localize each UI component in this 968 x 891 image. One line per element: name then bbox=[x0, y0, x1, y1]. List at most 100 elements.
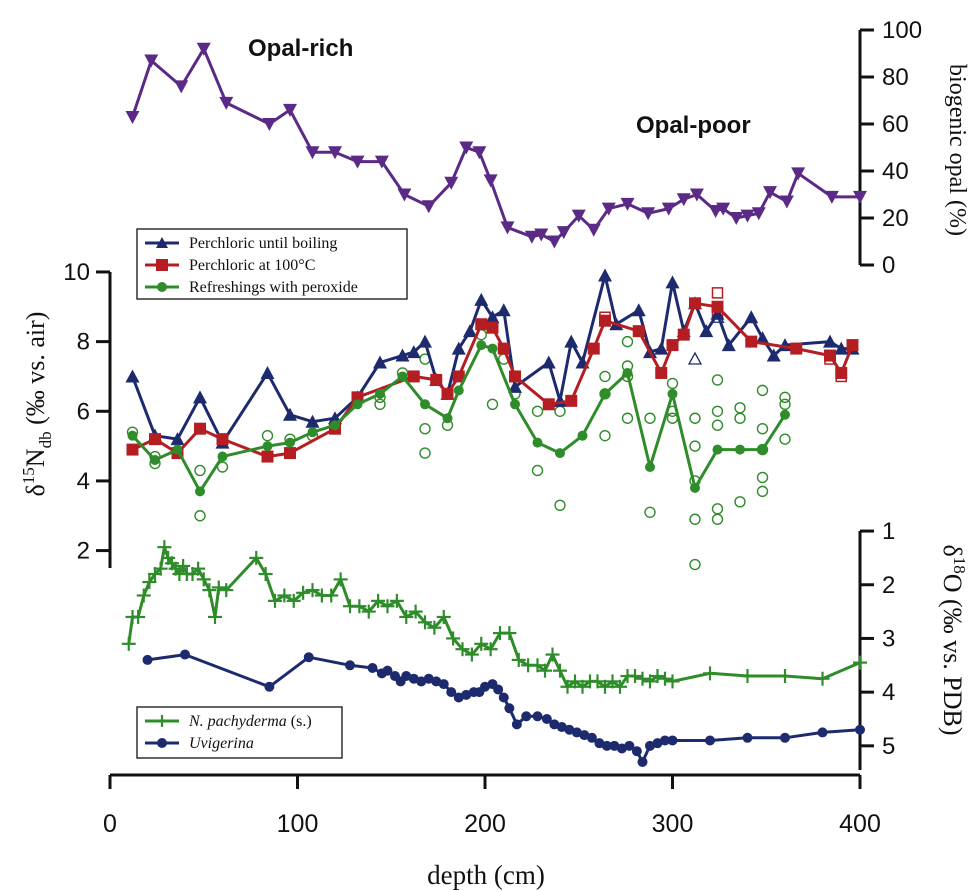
opal-axis-label: biogenic opal (%) bbox=[944, 64, 968, 236]
nitrogen-point bbox=[823, 334, 837, 348]
nitrogen-point bbox=[172, 444, 183, 455]
opal-y-tick-label: 40 bbox=[882, 158, 909, 185]
oxygen-point bbox=[427, 620, 442, 635]
oxygen-point bbox=[568, 674, 582, 689]
nitrogen-replicate-point bbox=[779, 433, 791, 445]
nitrogen-point bbox=[541, 355, 556, 369]
oxygen-point bbox=[480, 681, 490, 692]
oxygen-point bbox=[609, 740, 620, 751]
nitrogen-point bbox=[486, 321, 499, 334]
nitrogen-replicate-point bbox=[711, 513, 724, 525]
nitrogen-replicate-point bbox=[756, 384, 769, 397]
nitrogen-point bbox=[194, 422, 206, 435]
opal-point bbox=[328, 146, 342, 160]
oxygen-point bbox=[142, 654, 153, 665]
oxygen-point bbox=[511, 652, 526, 667]
nitrogen-point bbox=[757, 444, 768, 455]
nitrogen-point bbox=[283, 407, 297, 421]
nitrogen-legend-box bbox=[136, 228, 408, 300]
oxygen-point bbox=[202, 583, 217, 598]
opal-point bbox=[689, 188, 704, 202]
oxygen-point bbox=[446, 687, 457, 698]
oxygen-point bbox=[628, 669, 642, 684]
nitrogen-point bbox=[510, 399, 520, 410]
opal-point bbox=[824, 190, 839, 204]
oxygen-point bbox=[815, 671, 830, 686]
opal-point bbox=[729, 212, 744, 225]
nitrogen-point bbox=[710, 306, 725, 320]
oxygen-point bbox=[511, 719, 522, 730]
x-tick-label: 100 bbox=[277, 810, 319, 838]
nitrogen-point bbox=[564, 334, 579, 348]
oxygen-point bbox=[631, 746, 642, 757]
oxygen-point bbox=[590, 674, 605, 689]
oxygen-point bbox=[660, 735, 670, 746]
nitrogen-point bbox=[711, 300, 724, 313]
oxygen-point bbox=[371, 593, 386, 608]
opal-point bbox=[601, 202, 616, 216]
opal-point bbox=[586, 223, 601, 237]
nitrogen-point bbox=[600, 388, 610, 399]
nitrogen-point bbox=[645, 462, 655, 472]
oxygen-point bbox=[665, 674, 680, 689]
oxygen-point bbox=[601, 740, 612, 751]
oxygen-point bbox=[778, 669, 792, 684]
nitrogen-replicate-point bbox=[711, 503, 724, 515]
nitrogen-point bbox=[262, 441, 273, 452]
nitrogen-point bbox=[375, 388, 385, 399]
nitrogen-replicate-point bbox=[261, 429, 274, 442]
nitrogen-point bbox=[744, 310, 759, 324]
oxygen-point bbox=[258, 567, 273, 582]
nitrogen-point bbox=[712, 444, 723, 455]
opal-series-0 bbox=[125, 42, 867, 249]
oxygen-series-0 bbox=[121, 540, 867, 694]
svg-text:δ18O (‰ vs. PDB): δ18O (‰ vs. PDB) bbox=[938, 544, 968, 735]
x-tick-label: 0 bbox=[103, 810, 117, 838]
oxygen-point bbox=[624, 740, 635, 751]
nitrogen-point bbox=[766, 348, 781, 362]
opal-point bbox=[459, 141, 474, 155]
oxygen-point bbox=[549, 719, 560, 730]
oxygen-point bbox=[817, 727, 828, 738]
oxygen-point bbox=[545, 647, 560, 662]
opal-point bbox=[708, 204, 723, 218]
nitrogen-point bbox=[474, 292, 489, 306]
oxygen-legend-swatch-marker bbox=[156, 715, 168, 727]
opal-point bbox=[262, 118, 277, 131]
oxygen-point bbox=[423, 673, 434, 684]
nitrogen-point bbox=[598, 268, 612, 282]
opal-point bbox=[421, 200, 436, 214]
oxygen-y-tick-label: 1 bbox=[882, 518, 895, 545]
nitrogen-replicate-point bbox=[374, 398, 386, 411]
oxygen-point bbox=[560, 679, 575, 694]
nitrogen-y-tick-label: 8 bbox=[77, 329, 90, 356]
nitrogen-replicate-point bbox=[734, 402, 746, 414]
nitrogen-point bbox=[632, 325, 645, 338]
opal-point bbox=[483, 174, 498, 188]
nitrogen-point bbox=[542, 398, 555, 411]
nitrogen-point bbox=[307, 427, 318, 438]
nitrogen-point bbox=[452, 370, 465, 383]
nitrogen-point bbox=[555, 448, 565, 459]
series-layer bbox=[121, 42, 867, 767]
nitrogen-point bbox=[170, 432, 185, 446]
nitrogen-y-tick-label: 2 bbox=[77, 538, 90, 565]
oxygen-point bbox=[575, 679, 590, 694]
annotation-opal-poor: Opal-poor bbox=[636, 112, 751, 139]
opal-point bbox=[853, 190, 867, 204]
nitrogen-replicate-point bbox=[644, 506, 656, 518]
oxygen-point bbox=[418, 615, 432, 630]
nitrogen-point bbox=[699, 324, 714, 338]
nitrogen-replicate-point bbox=[711, 419, 724, 431]
oxygen-point bbox=[268, 593, 282, 608]
nitrogen-point bbox=[735, 444, 745, 455]
oxygen-point bbox=[303, 652, 314, 663]
opal-point bbox=[125, 110, 140, 124]
nitrogen-point bbox=[285, 437, 295, 448]
nitrogen-point bbox=[622, 367, 633, 378]
oxygen-point bbox=[705, 735, 715, 746]
x-axis-label: depth (cm) bbox=[427, 860, 545, 890]
opal-point bbox=[374, 155, 389, 169]
nitrogen-legend-swatch-marker bbox=[156, 237, 168, 248]
nitrogen-point bbox=[665, 275, 680, 289]
